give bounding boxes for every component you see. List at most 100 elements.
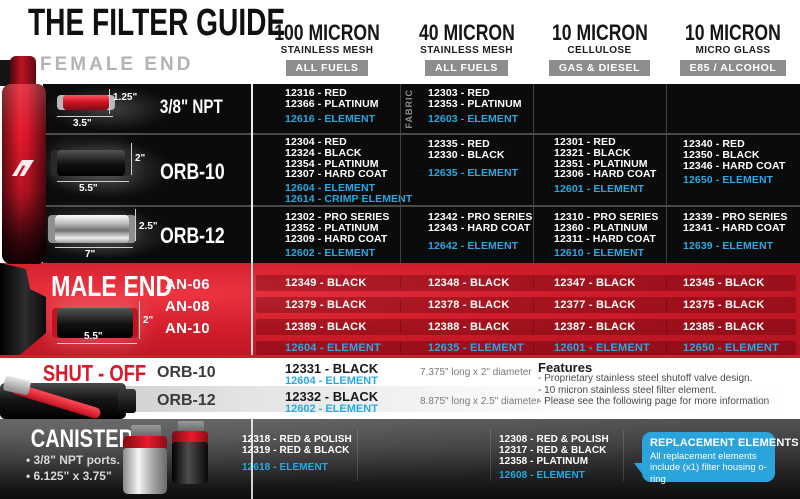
part-numbers: 12339 - PRO SERIES 12341 - HARD COAT <box>683 212 800 234</box>
column-title: 10 MICRON <box>551 20 648 45</box>
list-line: 12351 - PLATINUM <box>554 157 648 170</box>
part-numbers: 12304 - RED 12324 - BLACK 12354 - PLATINUM… <box>285 137 400 180</box>
parts-cell-empty <box>623 430 757 481</box>
element-numbers: 12642 - ELEMENT <box>428 240 533 252</box>
dimension-line <box>55 247 133 248</box>
part-numbers: 12335 - RED 12330 - BLACK <box>428 139 533 161</box>
list-line: 12346 - HARD COAT <box>683 159 786 172</box>
shut-off-title: SHUT - OFF <box>42 360 147 386</box>
list-line: 12603 - ELEMENT <box>428 112 519 125</box>
list-line: 12330 - BLACK <box>428 148 505 161</box>
canister-bracket <box>178 421 204 433</box>
label-column-separator <box>251 263 253 355</box>
element-numbers: 12604 - ELEMENT 12614 - CRIMP ELEMENT <box>285 183 412 205</box>
parts-cell: 12304 - RED 12324 - BLACK 12354 - PLATINUM… <box>254 135 412 205</box>
list-line: - Proprietary stainless steel shutoff va… <box>538 373 753 384</box>
parts-cell: 12308 - RED & POLISH 12317 - RED & BLACK 1… <box>490 430 623 481</box>
element-numbers: 12610 - ELEMENT <box>554 248 666 259</box>
list-line: 12354 - PLATINUM <box>285 157 379 170</box>
canister-bullet: • 3/8" NPT ports. <box>26 453 120 467</box>
row-npt: 1.25" 3.5" 3/8" NPT 12316 - RED 12366 - P… <box>43 84 800 133</box>
callout-body: All replacement elements include (x1) fi… <box>650 451 767 485</box>
column-subtitle: STAINLESS MESH <box>280 45 374 56</box>
list-line: 12358 - PLATINUM <box>499 456 589 467</box>
list-line: 12318 - RED & POLISH <box>242 434 352 445</box>
dimension-line <box>109 89 110 114</box>
row-label-an10: AN-10 <box>165 320 210 337</box>
label-column-separator <box>251 84 253 263</box>
column-title: 100 MICRON <box>274 20 380 45</box>
female-end-table: 1.25" 3.5" 3/8" NPT 12316 - RED 12366 - P… <box>43 84 800 263</box>
list-line: 12321 - BLACK <box>554 146 631 159</box>
part-number: 12387 - BLACK <box>533 321 666 333</box>
list-line: 12352 - PLATINUM <box>285 221 379 234</box>
canister-cells: 12318 - RED & POLISH 12319 - RED & BLACK … <box>211 430 757 481</box>
part-number: 12347 - BLACK <box>533 277 666 289</box>
npt-filter-image <box>63 95 109 110</box>
part-number: 12331 - BLACK <box>285 361 379 376</box>
an08-band: 12379 - BLACK 12378 - BLACK 12377 - BLAC… <box>256 297 796 313</box>
column-subtitle: CELLULOSE <box>567 45 632 56</box>
row-label-orb10: ORB-10 <box>160 159 225 184</box>
dimension-height: 1.25" <box>113 92 138 103</box>
size-note: 7.375" long x 2" diameter <box>420 367 532 378</box>
label-column-separator <box>251 419 253 499</box>
part-number: 12389 - BLACK <box>285 321 367 333</box>
male-filter-image <box>57 308 133 338</box>
red-filter-product-image <box>0 56 50 264</box>
part-number: 12377 - BLACK <box>533 299 666 311</box>
male-end-section: MALE END AN-06 AN-08 AN-10 2" 5.5" 12349… <box>0 263 800 355</box>
size-note: 8.875" long x 2.5" diameter <box>420 396 540 407</box>
dimension-width: 3.5" <box>73 118 92 129</box>
row-label-npt: 3/8" NPT <box>159 97 223 118</box>
list-line: 12635 - ELEMENT <box>428 166 519 179</box>
filter-cap <box>10 56 36 88</box>
fuel-badge: E85 / ALCOHOL <box>679 60 787 76</box>
fuel-badge: GAS & DIESEL <box>548 60 651 76</box>
part-numbers: 12308 - RED & POLISH 12317 - RED & BLACK 1… <box>499 434 623 467</box>
canister-title: CANISTER <box>30 425 134 453</box>
part-numbers: 12310 - PRO SERIES 12360 - PLATINUM 12311 … <box>554 212 666 244</box>
row-label-an06: AN-06 <box>165 276 210 293</box>
list-line: 12343 - HARD COAT <box>428 221 531 234</box>
element-number: 12601 - ELEMENT <box>533 342 666 354</box>
list-line: 12610 - ELEMENT <box>554 247 645 260</box>
orb12-filter-image <box>55 215 129 243</box>
dimension-line <box>139 301 140 339</box>
features-list: - Proprietary stainless steel shutoff va… <box>538 373 769 408</box>
list-line: 12303 - RED <box>428 87 490 99</box>
element-numbers: 12639 - ELEMENT <box>683 240 800 252</box>
fuel-badge: ALL FUELS <box>285 60 369 76</box>
list-line: 12319 - RED & BLACK <box>242 445 350 456</box>
column-header-10-micron-cellulose: 10 MICRON CELLULOSE GAS & DIESEL <box>533 22 666 76</box>
parts-cell: 12342 - PRO SERIES 12343 - HARD COAT 1264… <box>400 207 533 263</box>
part-numbers: 12340 - RED 12350 - BLACK 12346 - HARD COA… <box>683 139 800 171</box>
part-numbers: 12342 - PRO SERIES 12343 - HARD COAT <box>428 212 533 234</box>
parts-cell: 12302 - PRO SERIES 12352 - PLATINUM 12309 … <box>254 207 400 263</box>
list-line: 12366 - PLATINUM <box>285 97 379 110</box>
column-header-100-micron: 100 MICRON STAINLESS MESH ALL FUELS <box>254 22 400 76</box>
list-line: 12342 - PRO SERIES <box>428 211 533 223</box>
list-line: 12602 - ELEMENT <box>285 247 376 260</box>
part-number: 12348 - BLACK <box>400 277 533 289</box>
column-subtitle: STAINLESS MESH <box>420 45 513 56</box>
list-line: 12618 - ELEMENT <box>242 462 328 473</box>
list-line: 12306 - HARD COAT <box>554 168 657 181</box>
column-title: 40 MICRON <box>418 20 515 45</box>
column-header-40-micron: 40 MICRON STAINLESS MESH ALL FUELS <box>400 22 533 76</box>
column-title: 10 MICRON <box>685 20 781 45</box>
dimension-height: 2" <box>143 315 154 326</box>
part-numbers: 12318 - RED & POLISH 12319 - RED & BLACK <box>242 434 357 456</box>
canister-bullet: • 6.125" x 3.75" <box>26 469 112 483</box>
female-end-label: FEMALE END <box>40 54 194 75</box>
element-number: 12602 - ELEMENT <box>285 403 378 415</box>
list-line: 12307 - HARD COAT <box>285 168 388 181</box>
part-numbers: 12301 - RED 12321 - BLACK 12351 - PLATINUM… <box>554 137 666 180</box>
list-line: 12311 - HARD COAT <box>554 232 656 245</box>
row-label-an08: AN-08 <box>165 298 210 315</box>
element-band: 12604 - ELEMENT 12635 - ELEMENT 12601 - … <box>256 341 796 355</box>
list-line: 12324 - BLACK <box>285 146 362 159</box>
parts-cell: 12318 - RED & POLISH 12319 - RED & BLACK … <box>211 430 357 481</box>
element-numbers: 12603 - ELEMENT <box>428 112 533 125</box>
canister-red-cap <box>123 436 167 449</box>
